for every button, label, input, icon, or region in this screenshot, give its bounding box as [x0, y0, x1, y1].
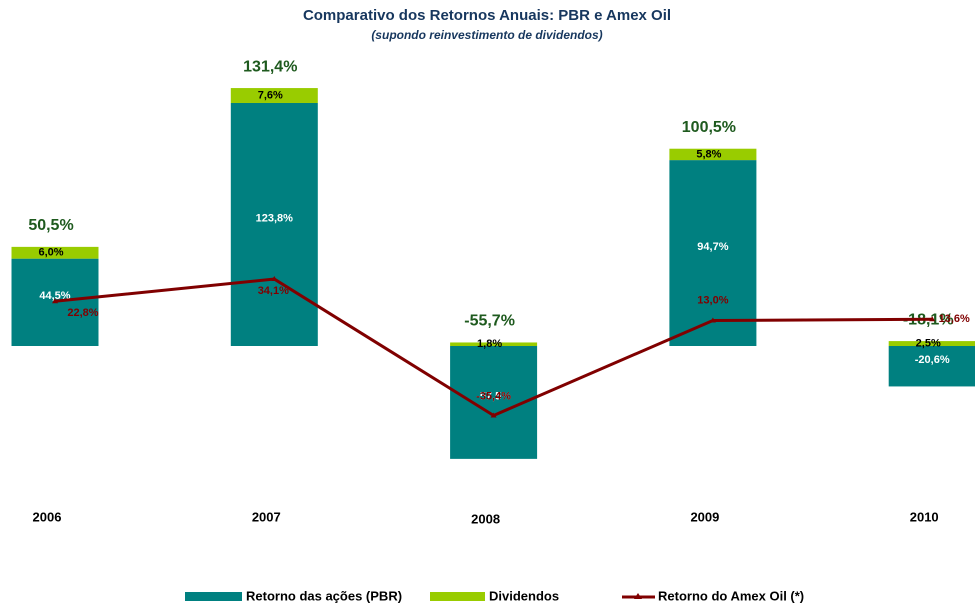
bar [450, 342, 538, 346]
legend-label: Dividendos [489, 588, 559, 603]
line-marker [929, 316, 936, 322]
bar [669, 148, 757, 161]
chart-subtitle: (supondo reinvestimento de dividendos) [371, 28, 602, 42]
line-label: 34,1% [258, 285, 289, 297]
data-label: 5,8% [696, 148, 721, 160]
line-label: 13,0% [697, 294, 728, 306]
bar [669, 160, 757, 346]
bar [888, 341, 975, 346]
line-marker [52, 298, 58, 304]
x-tick-label: 2008 [471, 511, 500, 526]
bar [230, 88, 318, 103]
data-label: -20,6% [915, 354, 950, 366]
line-label: 22,8% [67, 307, 98, 319]
legend-marker [634, 593, 642, 599]
total-label: 100,5% [682, 119, 736, 136]
x-tick-label: 2007 [252, 509, 281, 524]
x-tick-label: 2010 [910, 509, 939, 524]
data-label: 123,8% [256, 212, 294, 224]
bar [230, 102, 318, 347]
line-marker [709, 317, 716, 323]
legend-swatch [430, 592, 485, 601]
total-label: 50,5% [28, 217, 73, 234]
line-label: -35,4% [476, 390, 511, 402]
bar [11, 246, 99, 259]
legend-label: Retorno das ações (PBR) [246, 588, 402, 603]
legend-label: Retorno do Amex Oil (*) [658, 588, 804, 603]
data-label: 2,5% [916, 337, 941, 349]
chart-title: Comparativo dos Retornos Anuais: PBR e A… [303, 7, 671, 24]
total-label: -55,7% [464, 313, 515, 330]
data-label: -57,5% [476, 390, 511, 402]
data-label: 1,8% [477, 338, 502, 350]
x-tick-label: 2006 [33, 509, 62, 524]
line-marker [490, 412, 497, 418]
x-tick-label: 2009 [690, 509, 719, 524]
line-label: 13,6% [939, 313, 970, 325]
data-label: 7,6% [258, 89, 283, 101]
data-label: 94,7% [697, 241, 728, 253]
line-marker [271, 276, 278, 282]
bar [888, 346, 975, 387]
data-label: 6,0% [38, 247, 63, 259]
legend-swatch [185, 592, 242, 601]
total-label: 131,4% [243, 58, 297, 75]
